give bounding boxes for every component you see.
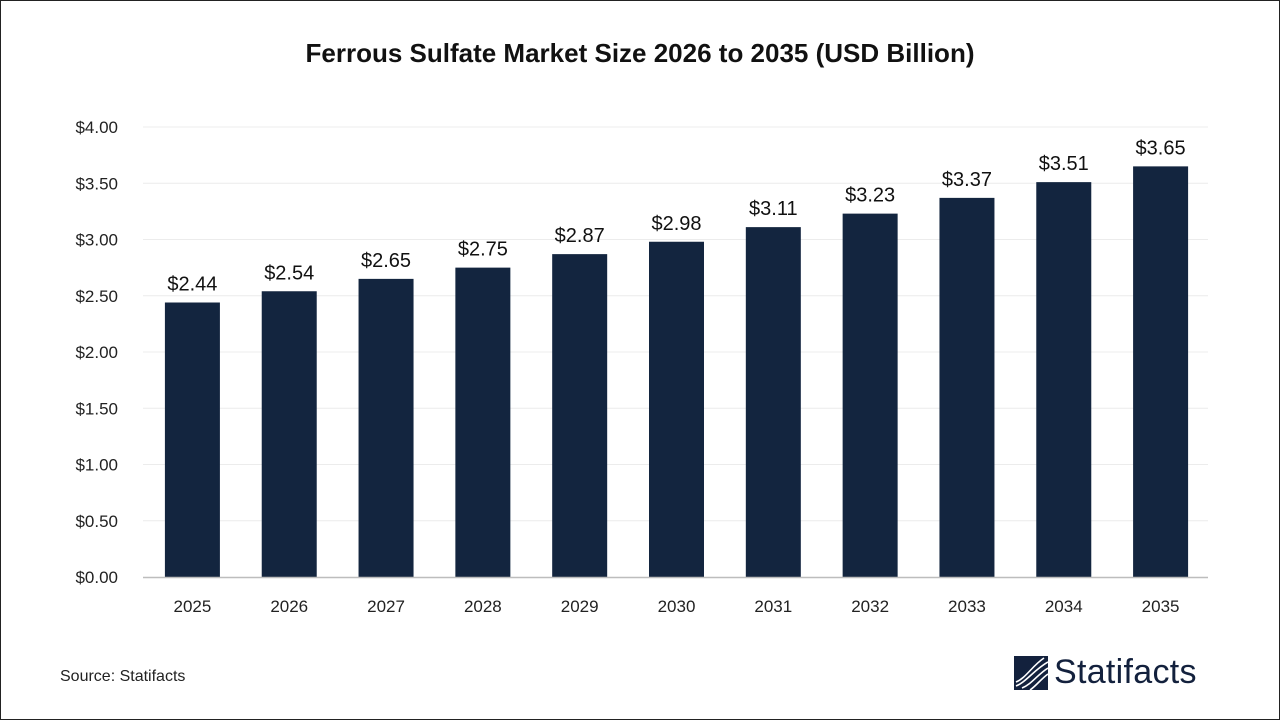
data-label: $2.54: [264, 262, 314, 284]
y-tick-label: $1.50: [75, 399, 118, 418]
bar-2033: [939, 197, 995, 577]
data-label: $3.23: [845, 185, 895, 207]
x-tick-label: 2035: [1142, 597, 1180, 616]
y-tick-label: $1.00: [75, 456, 118, 475]
data-label: $2.87: [555, 225, 605, 247]
data-label: $3.11: [749, 198, 798, 220]
y-tick-label: $4.00: [75, 118, 118, 137]
x-tick-label: 2026: [270, 597, 308, 616]
x-tick-label: 2031: [754, 597, 792, 616]
y-tick-label: $0.00: [75, 568, 118, 587]
bar-2028: [455, 267, 511, 577]
x-tick-label: 2032: [851, 597, 889, 616]
statifacts-logo-icon: [1014, 655, 1048, 690]
statifacts-logo-text: Statifacts: [1054, 653, 1197, 691]
y-tick-label: $0.50: [75, 512, 118, 531]
source-note: Source: Statifacts: [60, 668, 186, 685]
data-label: $3.37: [942, 169, 992, 191]
x-tick-label: 2025: [173, 597, 211, 616]
y-tick-label: $3.50: [75, 174, 118, 193]
y-tick-label: $2.50: [75, 287, 118, 306]
x-tick-label: 2028: [464, 597, 502, 616]
data-label: $3.51: [1039, 153, 1089, 175]
y-tick-label: $3.00: [75, 231, 118, 250]
chart-title: Ferrous Sulfate Market Size 2026 to 2035…: [305, 38, 975, 68]
data-label: $2.44: [167, 274, 217, 296]
bar-2027: [358, 278, 414, 577]
bar-2026: [261, 291, 317, 577]
bar-2035: [1133, 166, 1189, 577]
x-tick-label: 2029: [561, 597, 599, 616]
data-label: $2.98: [651, 213, 701, 235]
y-tick-label: $2.00: [75, 343, 118, 362]
bar-2029: [552, 254, 608, 577]
data-label: $2.65: [361, 250, 411, 272]
x-tick-label: 2033: [948, 597, 986, 616]
bar-2025: [164, 302, 220, 577]
bar-2032: [842, 213, 898, 577]
x-tick-label: 2027: [367, 597, 405, 616]
bar-2030: [649, 241, 704, 577]
x-tick-label: 2030: [658, 597, 696, 616]
bar-2034: [1036, 182, 1092, 577]
x-tick-label: 2034: [1045, 597, 1083, 616]
data-label: $3.65: [1136, 137, 1186, 159]
statifacts-logo: Statifacts: [1014, 653, 1197, 692]
bar-2031: [745, 227, 801, 577]
data-label: $2.75: [458, 239, 508, 261]
